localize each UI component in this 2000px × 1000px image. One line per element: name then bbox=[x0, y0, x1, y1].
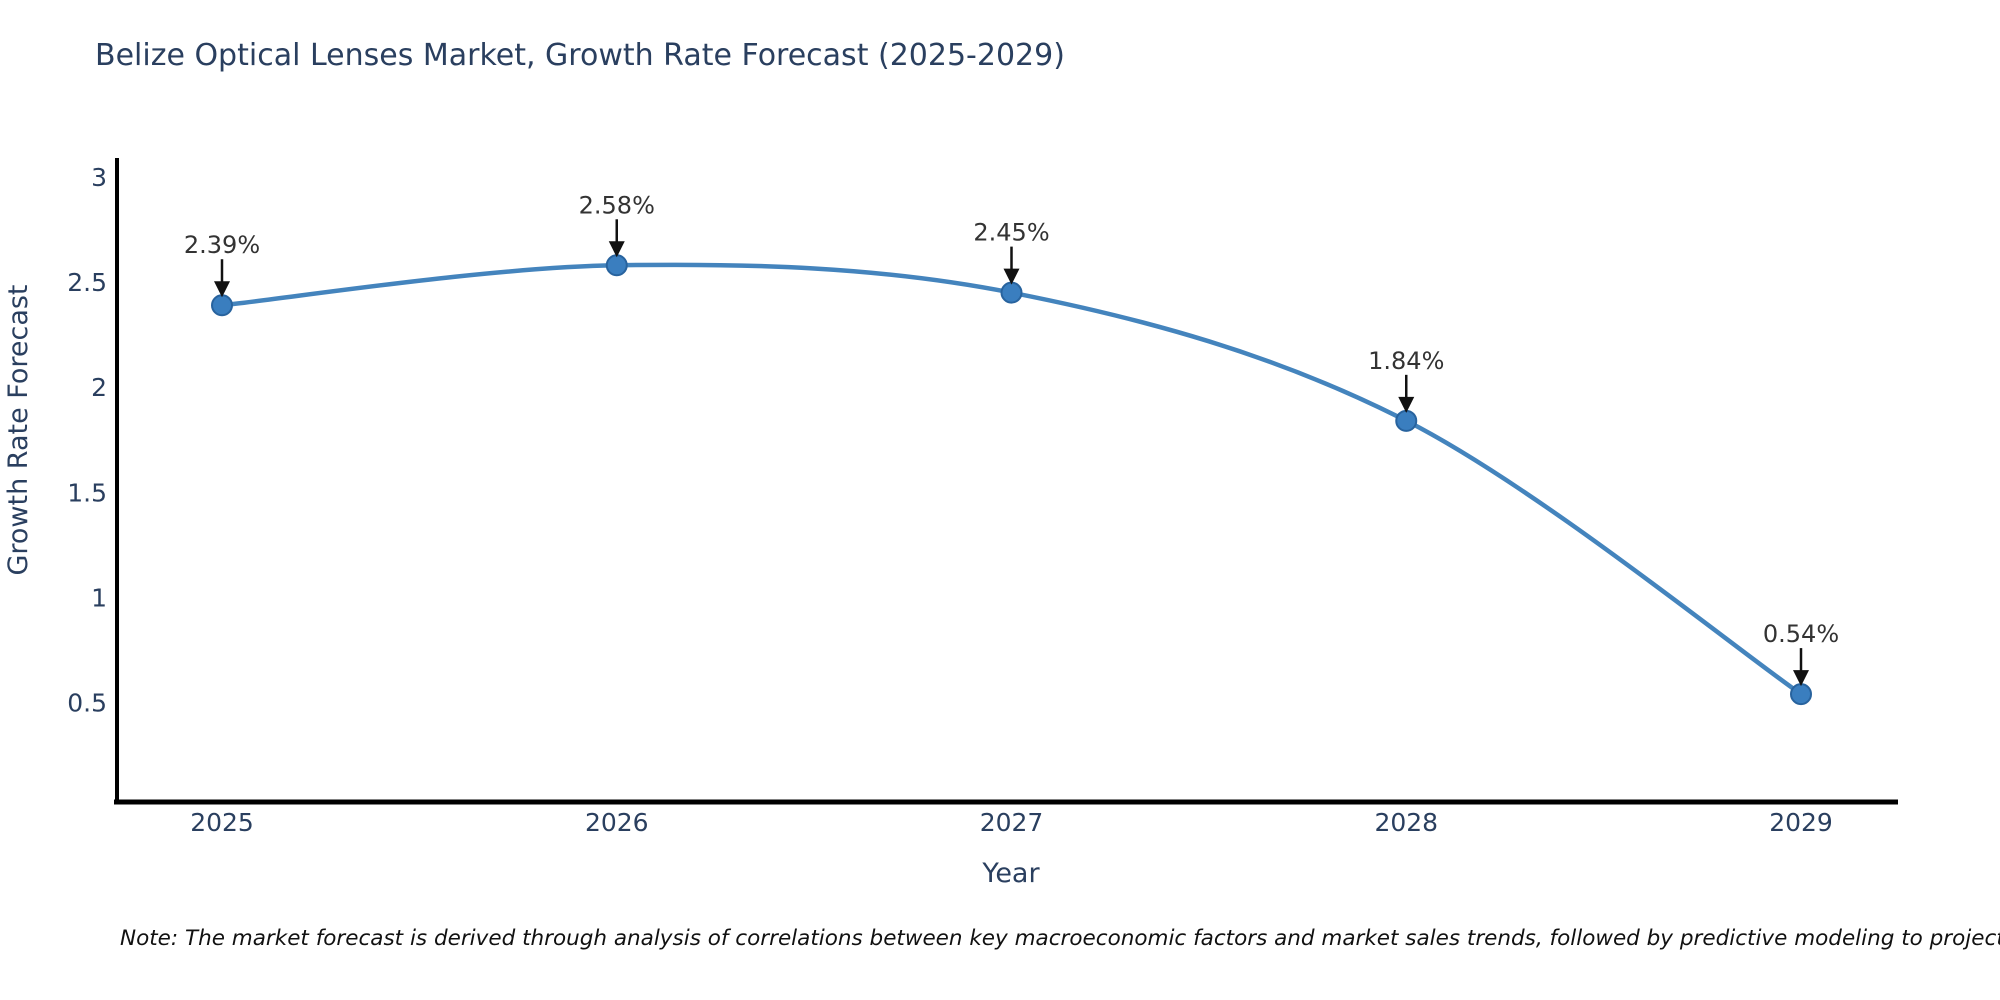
x-tick-label: 2026 bbox=[585, 808, 649, 837]
point-value-label: 0.54% bbox=[1763, 620, 1839, 648]
point-value-label: 2.58% bbox=[579, 191, 655, 219]
y-axis-title: Growth Rate Forecast bbox=[3, 284, 34, 575]
point-annotation: 2.39% bbox=[184, 231, 260, 298]
point-value-label: 2.39% bbox=[184, 231, 260, 259]
annotation-arrowhead-icon bbox=[1398, 396, 1415, 413]
annotation-arrowhead-icon bbox=[1793, 670, 1809, 687]
axis-tick-labels: 0.5 1 1.5 2 2.5 3 2025 2026 2027 2028 2029 bbox=[67, 163, 1833, 837]
y-tick-label: 0.5 bbox=[67, 689, 107, 718]
data-point-marker bbox=[605, 254, 628, 277]
point-value-label: 1.84% bbox=[1368, 347, 1444, 375]
data-point-marker bbox=[1000, 281, 1023, 304]
annotation-arrowhead-icon bbox=[214, 281, 230, 298]
x-tick-label: 2025 bbox=[190, 808, 254, 837]
y-tick-label: 3 bbox=[91, 163, 107, 192]
data-point-marker bbox=[1395, 409, 1418, 432]
point-value-label: 2.45% bbox=[973, 219, 1049, 247]
x-tick-label: 2029 bbox=[1769, 808, 1833, 837]
trend-line bbox=[219, 262, 1804, 697]
annotation-arrowhead-icon bbox=[608, 241, 625, 258]
data-point-marker bbox=[1790, 683, 1812, 706]
point-annotation: 1.84% bbox=[1368, 347, 1444, 413]
point-annotations: 2.39% 2.58% 2.45% 1.84% 0.54% bbox=[184, 191, 1839, 687]
y-tick-label: 1 bbox=[91, 583, 107, 612]
x-tick-label: 2027 bbox=[980, 808, 1044, 837]
point-annotation: 0.54% bbox=[1763, 620, 1839, 687]
y-tick-label: 2.5 bbox=[67, 268, 107, 297]
y-tick-label: 2 bbox=[91, 373, 107, 402]
footnote: Note: The market forecast is derived thr… bbox=[120, 926, 2000, 951]
point-annotation: 2.58% bbox=[579, 191, 655, 258]
line-series bbox=[211, 254, 1812, 706]
y-tick-label: 1.5 bbox=[67, 478, 107, 507]
point-annotation: 2.45% bbox=[973, 219, 1050, 285]
x-tick-label: 2028 bbox=[1374, 808, 1438, 837]
chart-title: Belize Optical Lenses Market, Growth Rat… bbox=[95, 38, 1065, 73]
annotation-arrowhead-icon bbox=[1003, 268, 1020, 285]
x-axis-title: Year bbox=[981, 858, 1040, 889]
data-point-marker bbox=[211, 294, 233, 317]
